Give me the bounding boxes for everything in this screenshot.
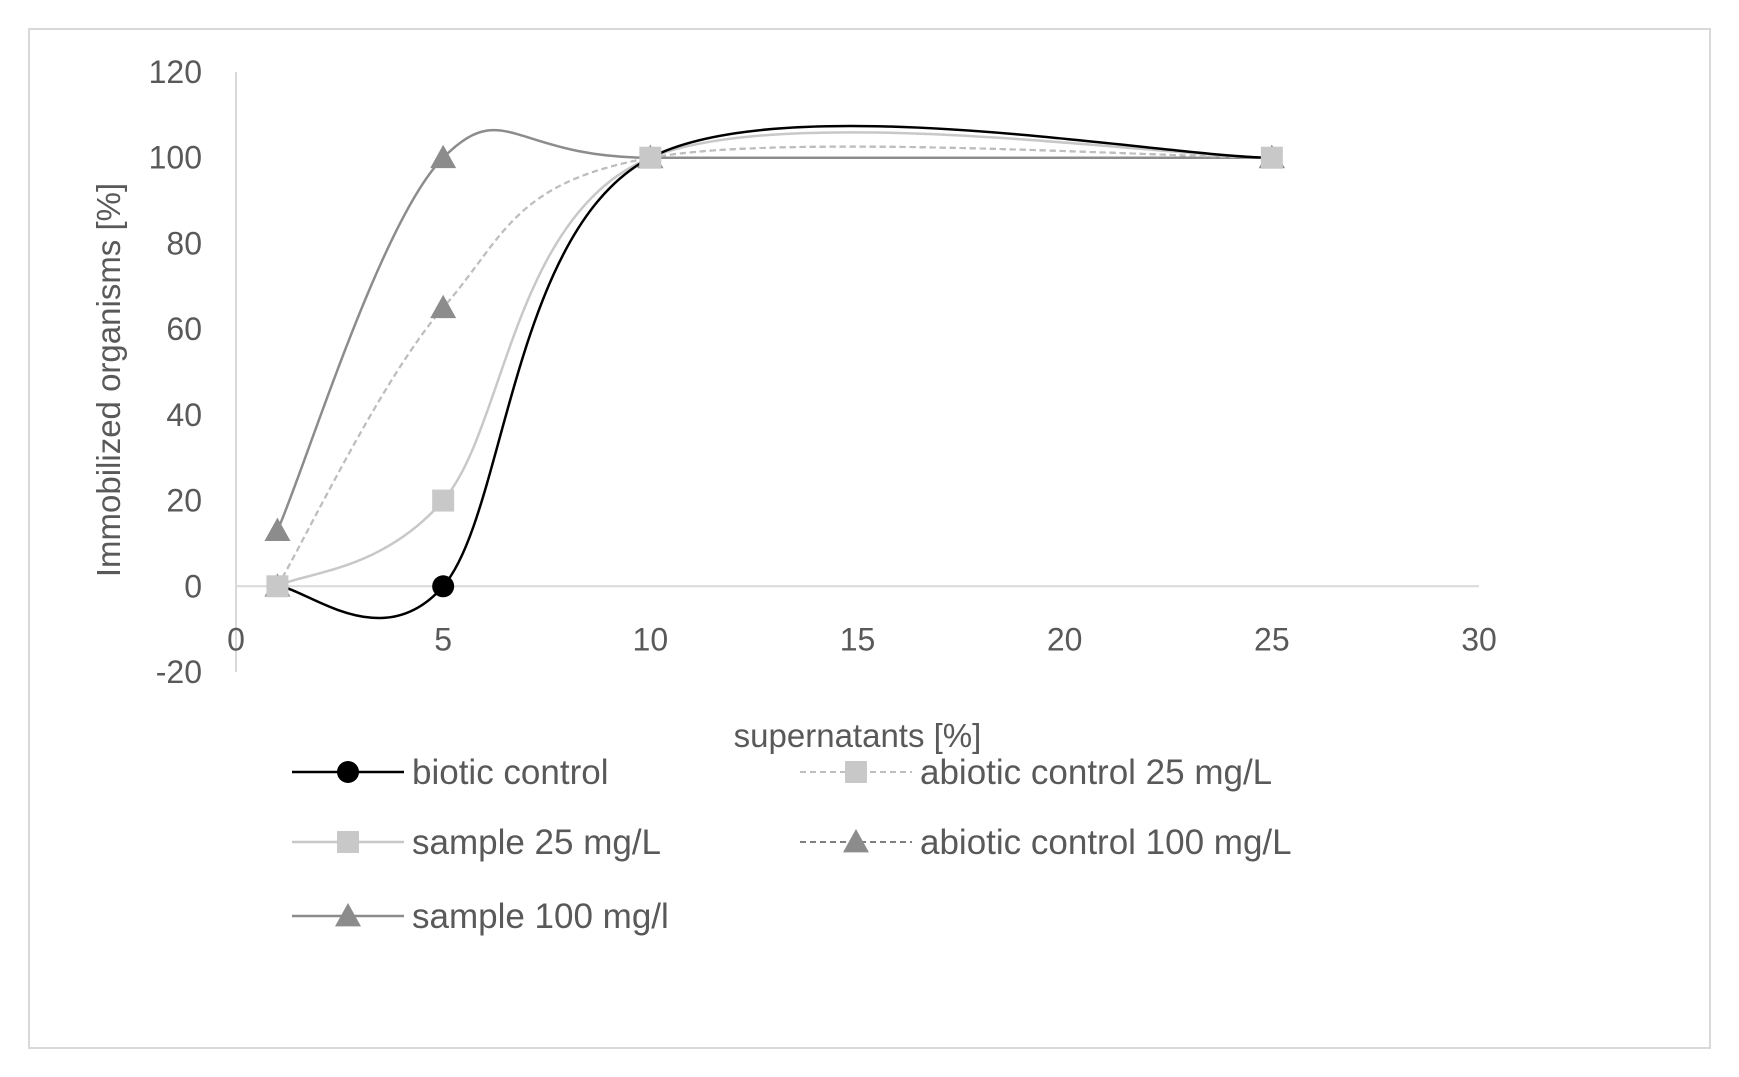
x-axis-title: supernatants [%]: [734, 717, 982, 754]
legend-item: abiotic control 100 mg/L: [800, 823, 1292, 862]
y-tick-label: 60: [166, 311, 202, 347]
y-axis-title: Immobilized organisms [%]: [90, 183, 127, 577]
legend-label: biotic control: [412, 753, 608, 792]
legend-item: biotic control: [292, 753, 608, 792]
legend-marker: [337, 831, 359, 853]
y-tick-label: 0: [184, 568, 202, 604]
data-point: [264, 517, 291, 541]
x-tick-label: 5: [434, 621, 452, 657]
x-tick-label: 25: [1254, 621, 1290, 657]
y-tick-label: -20: [156, 654, 202, 690]
data-point: [1260, 146, 1283, 169]
data-point: [432, 489, 455, 512]
legend: biotic control abiotic control 25 mg/L sam…: [292, 753, 1292, 936]
axes: -20 0 20 40 60 80 100 120 0 5 10 15 20 25 30: [149, 54, 1497, 690]
legend-item: sample 100 mg/l: [292, 897, 669, 936]
x-tick-label: 15: [840, 621, 876, 657]
data-point: [430, 144, 457, 169]
legend-label: abiotic control 25 mg/L: [920, 753, 1272, 792]
data-point: [430, 294, 457, 319]
legend-item: abiotic control 25 mg/L: [800, 753, 1272, 792]
legend-label: sample 25 mg/L: [412, 823, 661, 862]
series-line-2: [276, 131, 1272, 588]
series-line-0: [277, 124, 1272, 620]
series-line-1: [276, 145, 1272, 587]
x-tick-label: 0: [227, 621, 245, 657]
x-tick-label: 10: [633, 621, 669, 657]
legend-label: sample 100 mg/l: [412, 897, 669, 936]
legend-item: sample 25 mg/L: [292, 823, 661, 862]
series-markers: [264, 144, 1285, 598]
y-tick-label: 100: [149, 140, 202, 176]
chart-frame: -20 0 20 40 60 80 100 120 0 5 10 15 20 25 30 supernata…: [28, 28, 1711, 1049]
legend-marker: [335, 903, 361, 927]
series-line-4: [276, 128, 1272, 532]
y-tick-label: 20: [166, 483, 202, 519]
legend-label: abiotic control 100 mg/L: [920, 823, 1292, 862]
y-tick-label: 40: [166, 397, 202, 433]
series-lines: [276, 124, 1272, 620]
data-point: [432, 575, 455, 598]
legend-marker: [845, 761, 867, 783]
x-tick-label: 20: [1047, 621, 1083, 657]
line-chart: -20 0 20 40 60 80 100 120 0 5 10 15 20 25 30 supernata…: [90, 54, 1497, 936]
data-point: [266, 575, 289, 598]
data-point: [639, 146, 662, 169]
series-line-3: [276, 145, 1272, 587]
x-tick-label: 30: [1461, 621, 1497, 657]
legend-marker: [337, 761, 359, 783]
y-tick-label: 80: [166, 225, 202, 261]
y-tick-label: 120: [149, 54, 202, 90]
legend-marker: [843, 829, 869, 853]
